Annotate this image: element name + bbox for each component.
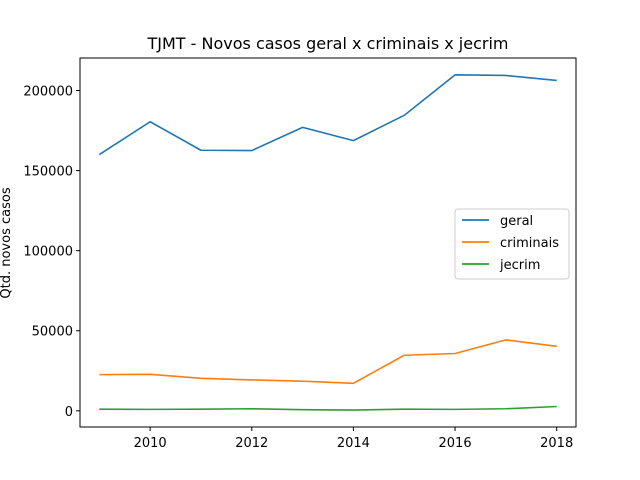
legend: geral criminais jecrim xyxy=(454,208,570,280)
x-tick-label: 2016 xyxy=(439,436,472,451)
series-line-geral xyxy=(98,74,557,156)
series-line-criminais xyxy=(99,339,557,385)
plot-area: 2010 2012 2014 2016 2018 0 50000 100000 150000 20… xyxy=(23,57,577,451)
x-tick-label: 2014 xyxy=(337,436,370,451)
y-axis-label: Qtd. novos casos xyxy=(0,187,14,298)
y-tick-label: 150000 xyxy=(23,165,73,180)
y-tick-label: 0 xyxy=(65,405,73,420)
plot-frame xyxy=(79,57,577,428)
x-tick-label: 2018 xyxy=(540,436,573,451)
legend-label-criminais: criminais xyxy=(500,236,559,251)
y-tick-label: 100000 xyxy=(23,245,73,260)
x-tick-label: 2012 xyxy=(235,436,268,451)
legend-box xyxy=(454,208,570,280)
legend-label-geral: geral xyxy=(500,214,533,229)
y-tick-label: 50000 xyxy=(32,325,73,340)
legend-label-jecrim: jecrim xyxy=(499,258,540,273)
x-tick-label: 2010 xyxy=(134,436,167,451)
chart-title: TJMT - Novos casos geral x criminais x j… xyxy=(147,34,509,53)
y-tick-label: 200000 xyxy=(23,85,73,100)
series-line-jecrim xyxy=(99,405,557,411)
